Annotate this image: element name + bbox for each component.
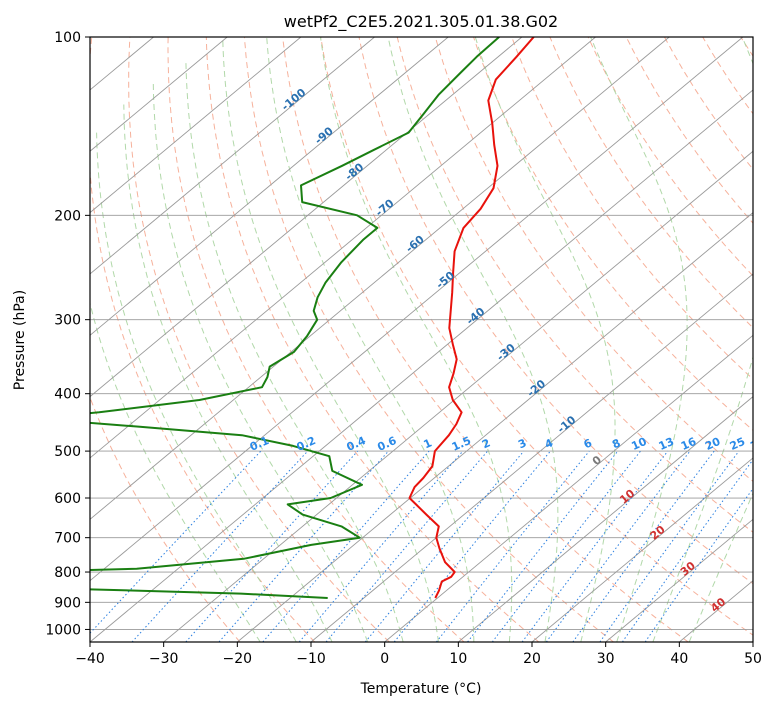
plot-frame: [89, 36, 754, 643]
moist-adiabat: [688, 491, 753, 642]
dry-adiabat: [396, 37, 753, 533]
y-tick-label: 900: [54, 595, 81, 611]
mixing-ratio-label: 10: [629, 435, 649, 453]
dry-adiabat: [511, 37, 753, 380]
isotherm: [90, 37, 523, 398]
mixing-ratio-line: [545, 450, 691, 642]
dry-adiabat: [358, 37, 753, 585]
mixing-ratio-label: 13: [657, 435, 676, 453]
isotherm: [90, 37, 228, 152]
moist-adiabat: [123, 104, 333, 642]
dry-adiabat: [90, 37, 316, 642]
y-tick-label: 100: [54, 30, 81, 46]
moist-adiabat: [387, 37, 559, 642]
x-tick-label: −20: [223, 651, 253, 667]
y-tick-label: 1000: [45, 622, 81, 638]
dry-adiabat: [434, 37, 753, 482]
moist-adiabat: [90, 301, 261, 642]
x-tick-label: −10: [296, 651, 326, 667]
isotherm: [90, 37, 449, 336]
x-tick-label: −30: [149, 651, 179, 667]
mixing-ratio-line: [436, 450, 590, 642]
moist-adiabat: [152, 83, 369, 642]
mixing-ratio-line: [621, 458, 753, 642]
isotherm: [310, 273, 753, 642]
mixing-ratio-line: [572, 450, 715, 642]
dry-adiabat: [473, 37, 753, 431]
dry-adiabat: [282, 37, 689, 642]
x-tick-label: 20: [523, 651, 541, 667]
x-tick-label: 50: [744, 651, 762, 667]
dry-adiabat: [205, 37, 540, 642]
mixing-ratio-label: 25: [728, 435, 747, 453]
x-tick-label: 0: [380, 651, 389, 667]
y-tick-label: 700: [54, 531, 81, 547]
dry-adiabat: [549, 37, 753, 329]
temperature-profile: [408, 37, 535, 599]
dewpoint-profile: [90, 37, 500, 599]
x-tick-label: 40: [670, 651, 688, 667]
isotherm: [90, 37, 375, 275]
mixing-ratio-label: 20: [703, 435, 723, 453]
y-tick-label: 200: [54, 208, 81, 224]
mixing-ratio-line: [644, 487, 753, 642]
y-tick-label: 500: [54, 444, 81, 460]
isotherm: [605, 518, 753, 642]
isotherm: [458, 396, 753, 642]
moist-adiabat: [474, 37, 616, 642]
dry-adiabat: [320, 37, 753, 636]
mixing-ratio-line: [364, 450, 525, 642]
isotherm: [384, 334, 753, 642]
mixing-ratio-label: 30: [748, 435, 768, 453]
x-tick-label: 10: [449, 651, 467, 667]
dry-adiabat: [244, 37, 614, 642]
y-tick-label: 800: [54, 565, 81, 581]
tick-layer: −40 −30 −20 −10 0 10 20 30 40 50 100 200 300 400 500 60…: [45, 30, 762, 667]
mixing-ratio-line: [599, 450, 740, 642]
isotherm: [90, 37, 596, 459]
series-layer: [90, 37, 535, 599]
moist-adiabat: [652, 37, 753, 642]
mixing-ratio-label: 16: [679, 435, 699, 453]
isotherm: [90, 89, 753, 642]
y-axis-label: Pressure (hPa): [12, 290, 28, 390]
isotherm: [237, 212, 753, 642]
dry-adiabat: [128, 37, 390, 642]
isotherm: [90, 37, 302, 214]
moist-adiabat: [96, 132, 297, 642]
chart-title: wetPf2_C2E5.2021.305.01.38.G02: [284, 12, 558, 32]
grid-layer: [90, 37, 753, 642]
moist-adiabat: [590, 37, 688, 642]
mixing-ratio-line: [90, 450, 262, 634]
mixing-ratio-line: [393, 450, 551, 642]
moist-adiabat: [266, 37, 475, 642]
isotherm: [531, 457, 753, 642]
mixing-ratio-line: [521, 450, 669, 642]
x-axis-label: Temperature (°C): [360, 681, 482, 697]
x-tick-label: 30: [597, 651, 615, 667]
mixing-ratio-line: [131, 450, 308, 642]
mixing-ratio-line: [218, 450, 389, 642]
y-tick-label: 400: [54, 387, 81, 403]
mixing-ratio-line: [185, 450, 358, 642]
moist-adiabat: [222, 37, 439, 642]
isotherm: [163, 150, 753, 642]
isotherm: [90, 37, 670, 520]
y-tick-label: 300: [54, 313, 81, 329]
isotherm: [90, 37, 744, 582]
y-tick-label: 600: [54, 491, 81, 507]
x-tick-label: −40: [75, 651, 105, 667]
dry-adiabat: [167, 37, 465, 642]
moist-adiabat: [320, 37, 513, 642]
mixing-ratio-line: [325, 450, 488, 642]
moist-adiabat: [185, 61, 404, 642]
dry-adiabat: [625, 37, 753, 224]
